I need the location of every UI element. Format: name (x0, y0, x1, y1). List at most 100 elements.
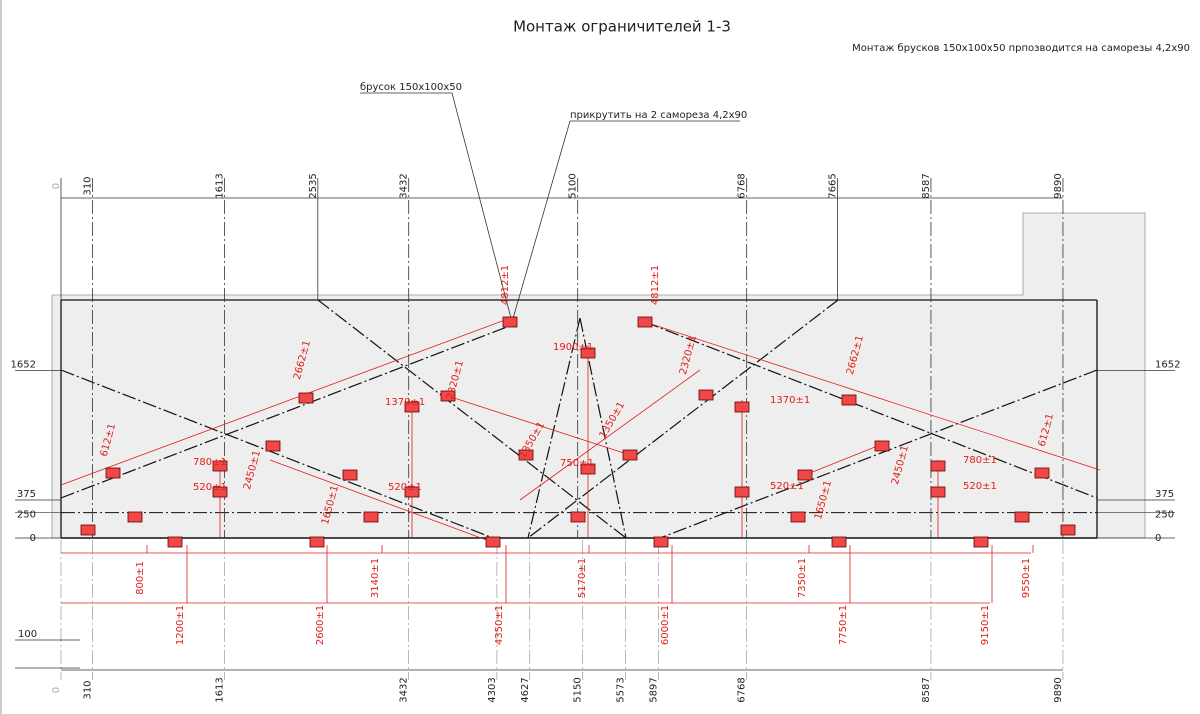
top-dim-label: 2535 (308, 173, 319, 198)
top-dim-label: 3432 (399, 173, 410, 198)
bottom-dim-label: 5573 (616, 677, 627, 702)
bottom-dim-label: 4627 (520, 677, 531, 702)
tolerance-label: 1370±1 (385, 397, 425, 408)
brick (637, 316, 653, 328)
bottom-tolerance-label: 6000±1 (660, 605, 671, 645)
bottom-tolerance-label: 7750±1 (838, 605, 849, 645)
note: Монтаж брусков 150x100x50 прпозводится н… (852, 43, 1190, 54)
brick (698, 389, 714, 401)
right-dim-label: 0 (1155, 533, 1161, 544)
tolerance-label: 520±1 (770, 481, 804, 492)
truss-line (659, 369, 1098, 539)
bottom-dim-label: 6768 (737, 677, 748, 702)
brick (734, 486, 750, 498)
bottom-tolerance-label: 2600±1 (315, 605, 326, 645)
bottom-dim-label: 4303 (487, 677, 498, 702)
red-dim-line (60, 319, 506, 486)
brick (570, 511, 586, 523)
top-dim-label: 6768 (737, 173, 748, 198)
red-dim-line (519, 369, 701, 501)
bottom-tolerance-label: 5170±1 (577, 558, 588, 598)
tolerance-label: 4812±1 (500, 265, 511, 305)
right-dim-label: 250 (1155, 510, 1174, 521)
brick (930, 486, 946, 498)
bottom-dim-label: 1613 (214, 677, 225, 702)
brick (1060, 524, 1076, 536)
brick (127, 511, 143, 523)
bottom-dim-label: 310 (82, 680, 93, 699)
red-dim-line (804, 444, 881, 476)
brick (622, 449, 638, 461)
top-dim-label: 7665 (828, 173, 839, 198)
brick (485, 536, 501, 548)
red-dim-line (447, 395, 631, 456)
bottom-tolerance-label: 3140±1 (370, 558, 381, 598)
brick (167, 536, 183, 548)
tolerance-label: 780±1 (963, 455, 997, 466)
bottom-dim-label: 0 (51, 687, 62, 693)
brick (1014, 511, 1030, 523)
bottom-tolerance-label: 9550±1 (1021, 558, 1032, 598)
brick (363, 511, 379, 523)
brick (841, 394, 857, 406)
bottom-tolerance-label: 1200±1 (175, 605, 186, 645)
brick (265, 440, 281, 452)
brick (831, 536, 847, 548)
bottom-tolerance-label: 9150±1 (980, 605, 991, 645)
bottom-dim-label: 5897 (648, 677, 659, 702)
brick (1034, 467, 1050, 479)
bottom-tolerance-label: 4350±1 (494, 605, 505, 645)
truss-line (644, 321, 1098, 499)
left-dim-label: 375 (17, 489, 36, 500)
brick (212, 486, 228, 498)
red-dim-line (644, 321, 1101, 471)
callout: прикрутить на 2 самореза 4,2x90 (570, 110, 747, 121)
brick (973, 536, 989, 548)
brick (212, 460, 228, 472)
brick (797, 469, 813, 481)
brick (80, 524, 96, 536)
left-dim-label: 1652 (11, 360, 36, 371)
brick (404, 486, 420, 498)
brick (790, 511, 806, 523)
right-dim-label: 1652 (1155, 360, 1180, 371)
brick (518, 449, 534, 461)
truss-line (317, 299, 627, 539)
truss-line (527, 317, 581, 539)
tolerance-label: 4812±1 (650, 265, 661, 305)
tolerance-label: 520±1 (193, 482, 227, 493)
truss-line (60, 369, 494, 539)
bottom-tolerance-label: 7350±1 (797, 558, 808, 598)
brick (580, 347, 596, 359)
brick (653, 536, 669, 548)
top-dim-label: 0 (51, 183, 62, 189)
brick (105, 467, 121, 479)
brick (342, 469, 358, 481)
left-dim-label: 250 (17, 510, 36, 521)
callout: брусок 150x100x50 (360, 82, 462, 93)
brick (309, 536, 325, 548)
truss-line (579, 317, 627, 539)
brick (298, 392, 314, 404)
bottom-dim-label: 9890 (1053, 677, 1064, 702)
top-dim-label: 1613 (214, 173, 225, 198)
brick (502, 316, 518, 328)
tolerance-label: 780±1 (193, 457, 227, 468)
brick (440, 390, 456, 402)
title: Монтаж ограничителей 1-3 (513, 18, 731, 36)
red-dim-line (269, 459, 501, 546)
truss-line (60, 324, 513, 499)
top-dim-label: 5100 (568, 173, 579, 198)
bottom-dim-label: 5150 (573, 677, 584, 702)
top-dim-label: 310 (82, 176, 93, 195)
tolerance-label: 1900±1 (553, 342, 593, 353)
truss-line (527, 299, 839, 539)
bottom-tolerance-label: 800±1 (135, 561, 146, 595)
leader (511, 120, 740, 323)
brick (404, 401, 420, 413)
brick (734, 401, 750, 413)
brick (580, 463, 596, 475)
tolerance-label: 1370±1 (770, 395, 810, 406)
tolerance-label: 520±1 (388, 482, 422, 493)
